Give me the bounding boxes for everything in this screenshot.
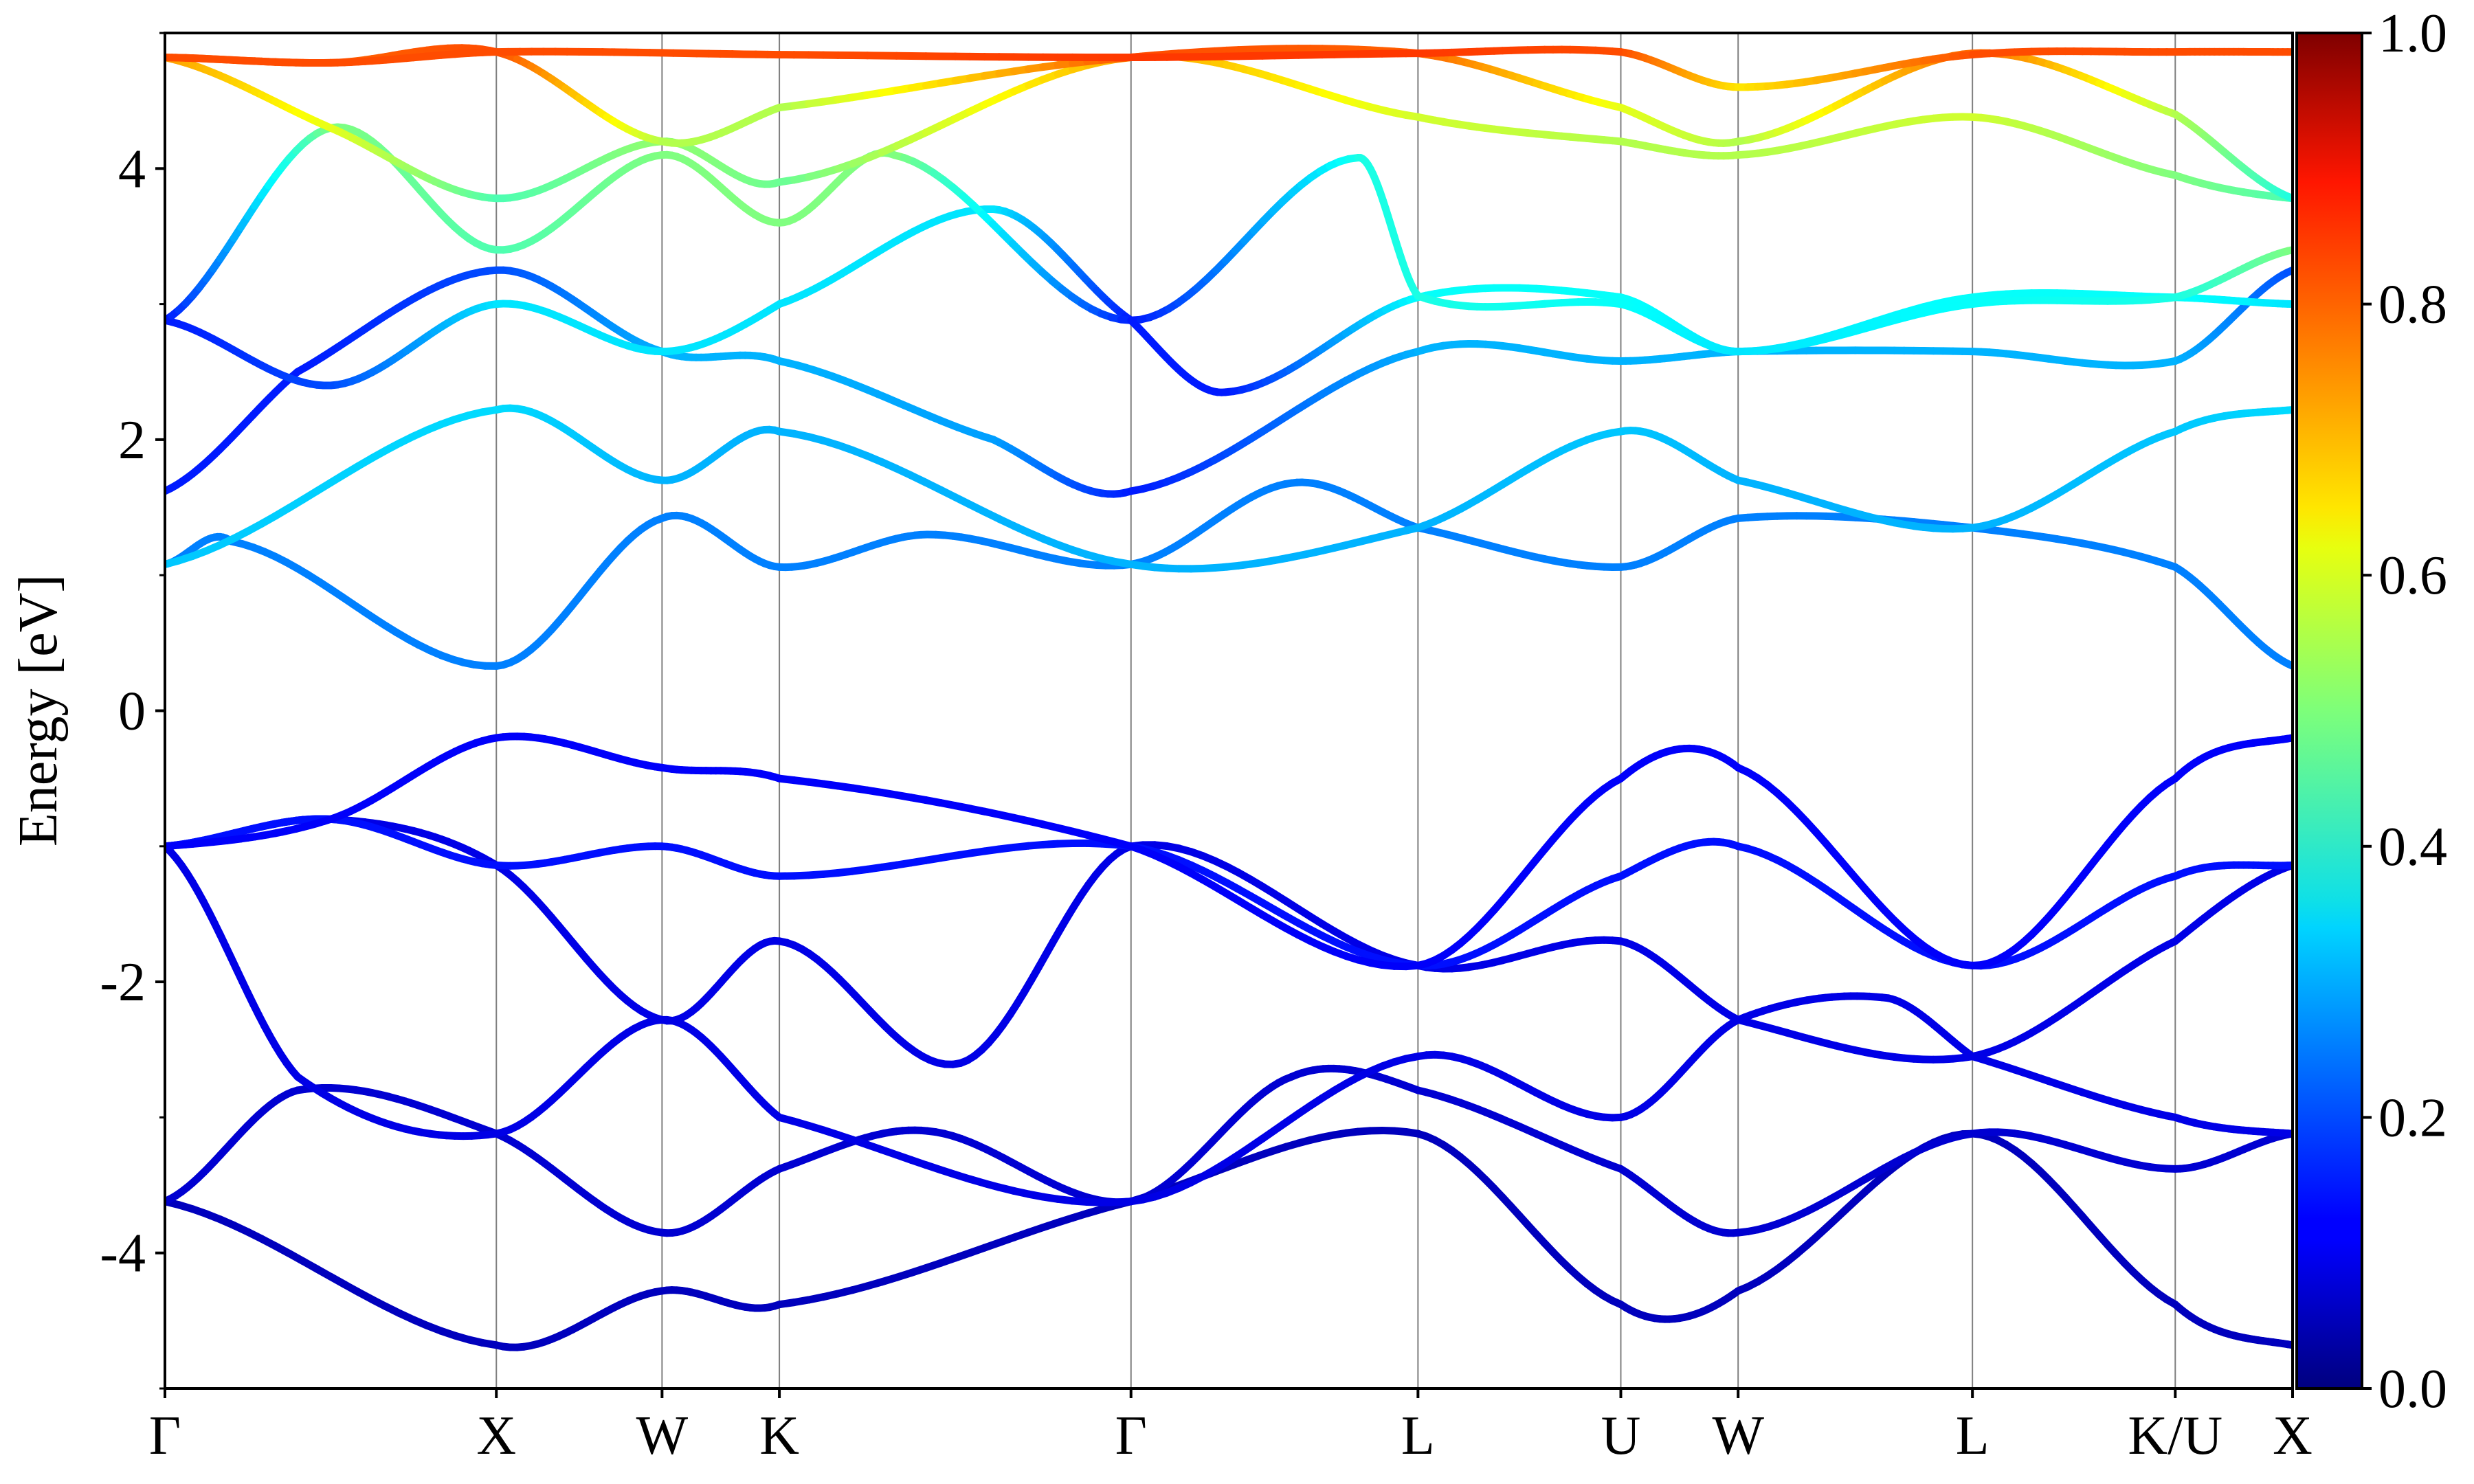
band-c8 [165,45,2293,91]
x-axis: Γ X W K Γ L U W L K/U X [149,1389,2313,1466]
band-c6 [165,52,2293,203]
band-c7 [165,44,2293,203]
y-tick-label: 0 [118,682,146,742]
kpoint-separators [495,33,2176,1389]
x-tick-label: Γ [1115,1406,1147,1466]
x-tick-label: X [2273,1406,2313,1466]
colorbar-tick-label: 0.0 [2378,1359,2447,1419]
band-v5 [165,815,2293,970]
band-v1 [165,1126,2293,1351]
colorbar-gradient [2295,32,2363,1390]
x-tick-label: Γ [149,1406,181,1466]
band-v6 [165,732,2293,971]
x-tick-label: W [1712,1406,1764,1466]
colorbar-tick-label: 1.0 [2378,3,2447,64]
band-v2 [165,1064,2293,1237]
colorbar-tick-label: 0.4 [2378,817,2447,877]
x-tick-label: K [759,1406,799,1466]
x-tick-label: K/U [2128,1406,2222,1466]
band-v3 [165,842,2293,1206]
colorbar: 0.0 0.2 0.4 0.6 0.8 1.0 [2295,3,2447,1419]
y-tick-label: 2 [118,410,146,471]
y-axis: -4 -2 0 2 4 [100,32,165,1390]
x-tick-label: W [636,1406,689,1466]
y-tick-label: 4 [118,139,146,199]
plot-frame [164,32,2294,1390]
x-tick-label: L [1401,1406,1435,1466]
band-v4 [165,815,2293,1068]
band-c1 [165,478,2293,670]
band-lines [165,44,2293,1351]
band-c5 [165,123,2293,356]
colorbar-tick-label: 0.2 [2378,1088,2447,1148]
y-tick-label: -2 [100,952,146,1013]
colorbar-tick-label: 0.8 [2378,275,2447,335]
y-axis-title: Energy [eV] [8,574,69,846]
y-tick-label: -4 [100,1224,146,1284]
band-c2 [165,404,2293,573]
band-c3 [165,266,2293,498]
x-tick-label: L [1956,1406,1990,1466]
x-tick-label: X [476,1406,516,1466]
x-tick-label: U [1601,1406,1641,1466]
colorbar-tick-label: 0.6 [2378,546,2447,606]
